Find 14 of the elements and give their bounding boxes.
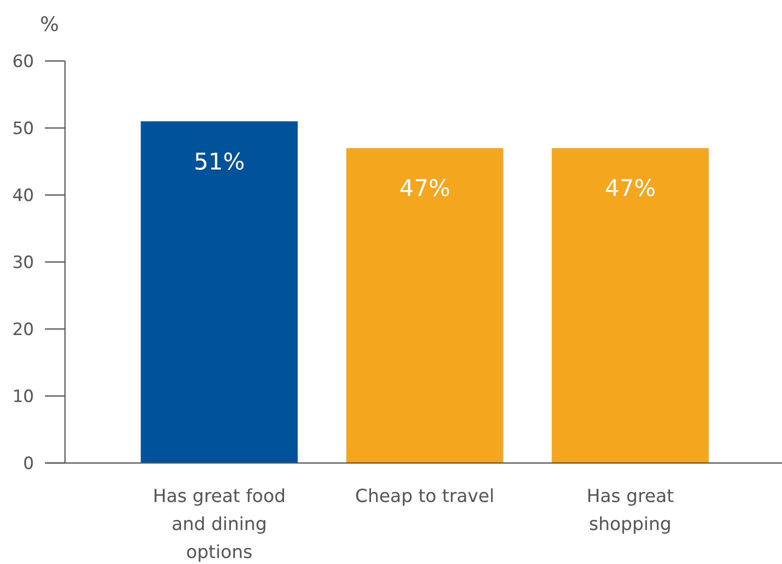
x-tick-label: Has great food and dining options [152, 486, 286, 563]
x-tick-label: Has great shopping [586, 486, 674, 535]
x-tick-label: Cheap to travel [355, 486, 494, 507]
data-label: 47% [399, 176, 450, 202]
y-tick-label: 0 [23, 454, 34, 474]
y-tick-label: 20 [12, 320, 34, 340]
y-tick-label: 10 [12, 386, 34, 407]
y-tick-label: 60 [12, 52, 34, 72]
y-tick-label: 40 [12, 186, 34, 206]
y-tick-label: 30 [12, 252, 34, 273]
y-tick-label: 50 [12, 118, 34, 139]
y-axis-title: % [40, 12, 60, 36]
data-label: 47% [604, 176, 656, 202]
data-label: 51% [194, 149, 245, 176]
